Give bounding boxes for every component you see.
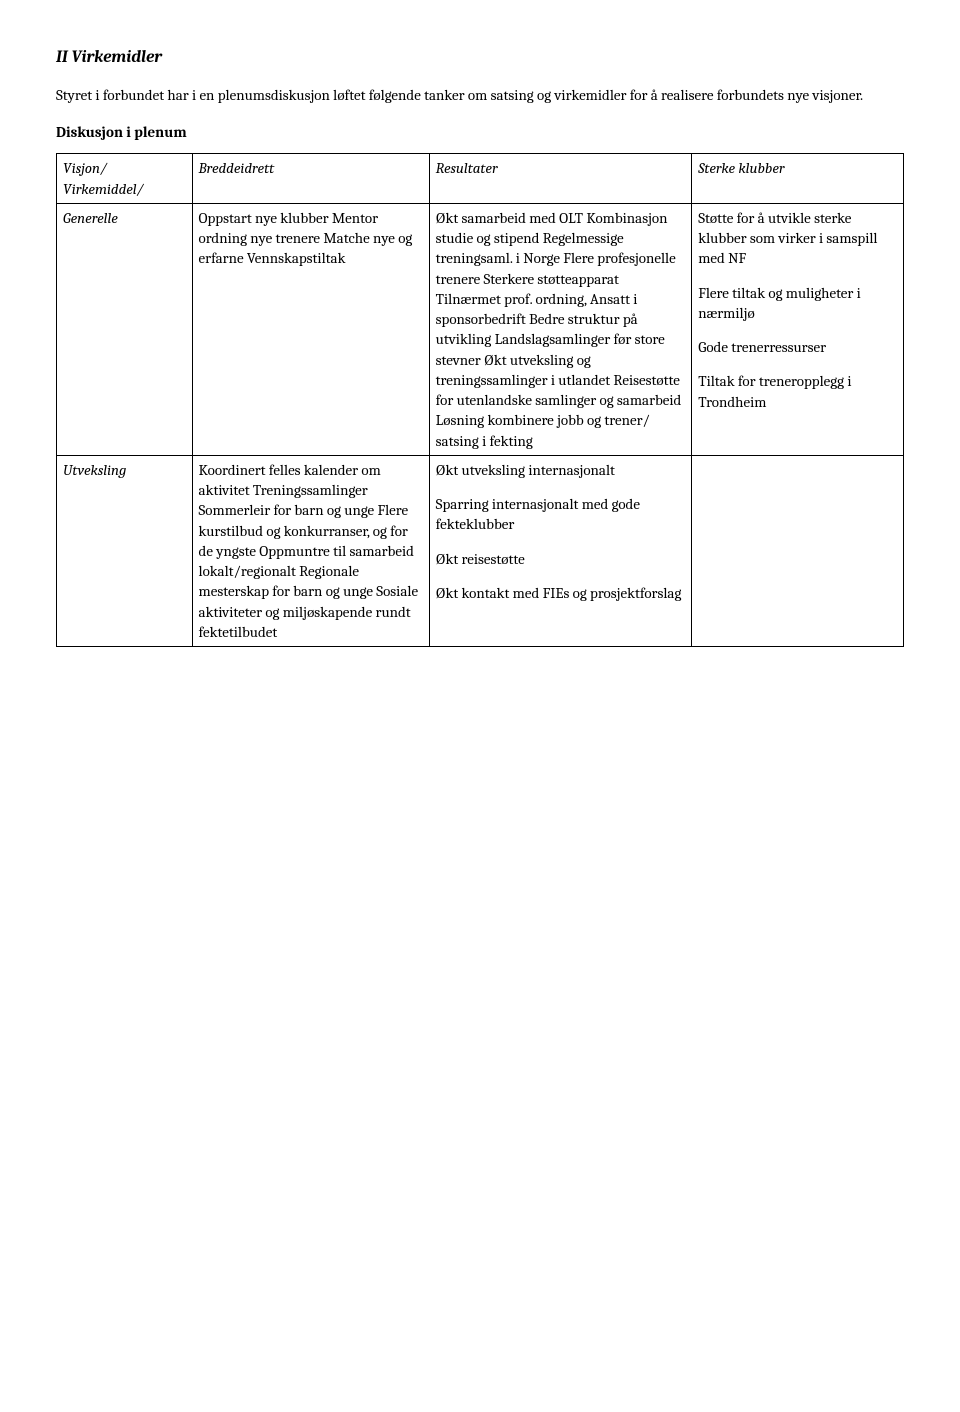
row-generelle-label: Generelle (57, 203, 193, 455)
row-utveksling-col3-p2: Sparring internasjonalt med gode fektekl… (436, 494, 686, 535)
row-generelle-col4-p1: Støtte for å utvikle sterke klubber som … (698, 208, 897, 269)
row-generelle-col4-p2: Flere tiltak og muligheter i nærmiljø (698, 283, 897, 324)
row-generelle-col4-p3: Gode trenerressurser (698, 337, 897, 357)
subheading: Diskusjon i plenum (56, 123, 904, 141)
row-generelle-col3: Økt samarbeid med OLT Kombinasjon studie… (429, 203, 692, 455)
header-col1: Visjon/ Virkemiddel/ (57, 154, 193, 204)
section-title: II Virkemidler (56, 48, 904, 67)
header-col2: Breddeidrett (192, 154, 429, 204)
table-header-row: Visjon/ Virkemiddel/ Breddeidrett Result… (57, 154, 904, 204)
row-utveksling-label: Utveksling (57, 455, 193, 646)
header-col4: Sterke klubber (692, 154, 904, 204)
row-utveksling-col3-p4: Økt kontakt med FIEs og prosjektforslag (436, 583, 686, 603)
table-row-utveksling: Utveksling Koordinert felles kalender om… (57, 455, 904, 646)
row-generelle-col2: Oppstart nye klubber Mentor ordning nye … (192, 203, 429, 455)
row-utveksling-col3: Økt utveksling internasjonalt Sparring i… (429, 455, 692, 646)
intro-paragraph: Styret i forbundet har i en plenumsdisku… (56, 85, 904, 105)
header-col3: Resultater (429, 154, 692, 204)
virkemidler-table: Visjon/ Virkemiddel/ Breddeidrett Result… (56, 153, 904, 647)
row-utveksling-col3-p1: Økt utveksling internasjonalt (436, 460, 686, 480)
table-row-generelle: Generelle Oppstart nye klubber Mentor or… (57, 203, 904, 455)
row-utveksling-col3-p3: Økt reisestøtte (436, 549, 686, 569)
row-generelle-col4-p4: Tiltak for treneropplegg i Trondheim (698, 371, 897, 412)
row-utveksling-col4 (692, 455, 904, 646)
row-generelle-col4: Støtte for å utvikle sterke klubber som … (692, 203, 904, 455)
row-utveksling-col2: Koordinert felles kalender om aktivitet … (192, 455, 429, 646)
